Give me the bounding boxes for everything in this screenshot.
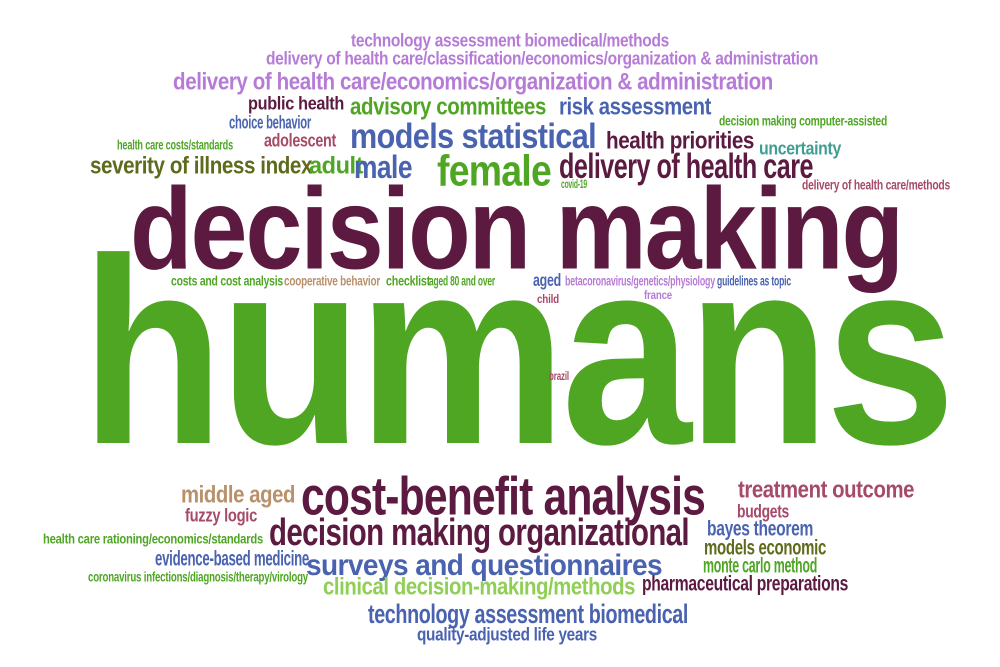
word-checklist: checklist [386,273,430,289]
word-delivery-of-health-care-economics: delivery of health care/economics/organi… [173,67,773,95]
word-betacoronavirus: betacoronavirus/genetics/physiology [564,273,716,289]
word-budgets: budgets [737,500,789,522]
word-health-care-rationing: health care rationing/economics/standard… [42,531,264,547]
word-female: female [437,146,552,196]
word-decision-making: decision making [129,163,904,295]
word-health-priorities: health priorities [605,126,755,154]
word-delivery-of-health-care-methods: delivery of health care/methods [801,177,951,193]
word-models-economic: models economic [703,534,827,560]
word-france: france [643,288,673,302]
word-middle-aged: middle aged [181,480,295,508]
word-cost-benefit-analysis: cost-benefit analysis [301,465,706,527]
word-treatment-outcome: treatment outcome [737,475,915,503]
word-coronavirus-infections: coronavirus infections/diagnosis/therapy… [88,569,308,585]
word-delivery-of-health-care: delivery of health care [558,146,814,186]
word-bayes-theorem: bayes theorem [707,515,813,541]
word-health-care-costs-standards: health care costs/standards [117,137,233,153]
word-risk-assessment: risk assessment [559,92,711,120]
word-guidelines-as-topic: guidelines as topic [717,273,791,289]
word-male: male [354,148,413,186]
word-adolescent: adolescent [264,129,336,151]
word-technology-assessment-biomedical: technology assessment biomedical [368,598,688,630]
word-humans: humans [81,204,956,502]
word-models-statistical: models statistical [349,116,597,156]
word-advisory-committees: advisory committees [350,92,546,120]
word-fuzzy-logic: fuzzy logic [184,504,258,526]
word-evidence-based-medicine: evidence-based medicine [155,545,309,571]
word-child: child [536,292,560,306]
word-pharmaceutical-preparations: pharmaceutical preparations [641,570,849,596]
word-clinical-decision-making-methods: clinical decision-making/methods [322,572,636,600]
word-costs-and-cost-analysis: costs and cost analysis [171,273,283,289]
word-adult: adult [309,151,363,179]
word-technology-assessment-biomedical-methods: technology assessment biomedical/methods [351,29,669,51]
word-aged: aged [533,270,561,290]
word-uncertainty: uncertainty [759,137,841,159]
word-cooperative-behavior: cooperative behavior [283,273,381,289]
word-public-health: public health [248,92,344,114]
word-surveys-and-questionnaires: surveys and questionnaires [305,548,663,582]
word-monte-carlo-method: monte carlo method [702,552,818,578]
word-severity-of-illness-index: severity of illness index [89,151,313,179]
word-covid-19: covid-19 [561,177,587,191]
word-decision-making-organizational: decision making organizational [268,510,690,554]
word-brazil: brazil [548,369,570,383]
word-aged-80-and-over: aged 80 and over [428,273,496,289]
word-quality-adjusted-life-years: quality-adjusted life years [416,623,598,645]
word-choice-behavior: choice behavior [229,111,311,133]
word-decision-making-computer-assisted: decision making computer-assisted [718,113,888,129]
word-delivery-of-health-care-classification: delivery of health care/classification/e… [265,47,819,69]
